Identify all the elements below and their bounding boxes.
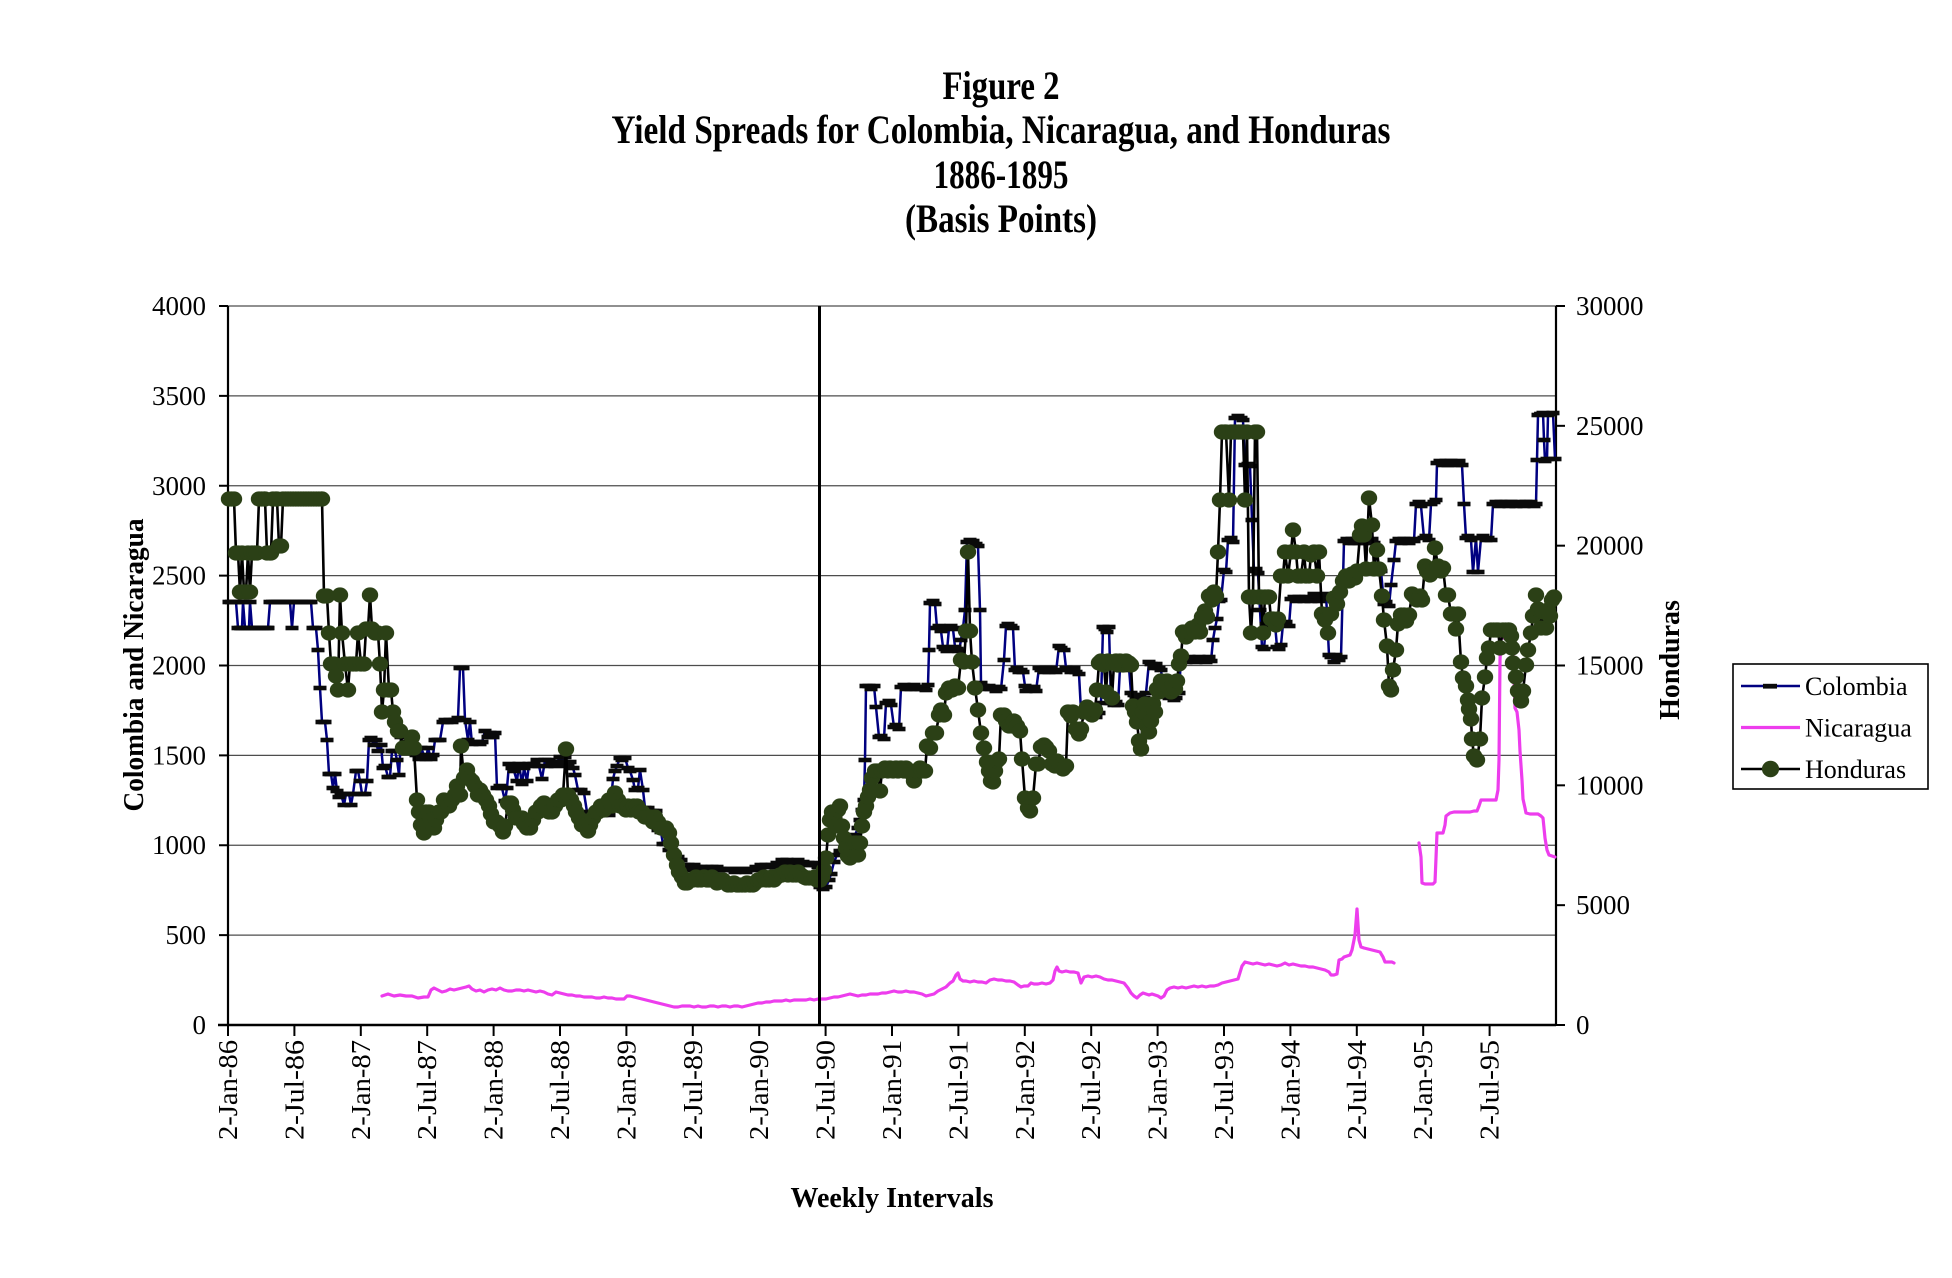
svg-text:2-Jul-91: 2-Jul-91 [943,1040,973,1140]
svg-text:0: 0 [193,1010,207,1040]
svg-text:Figure 2: Figure 2 [943,63,1060,108]
svg-text:2-Jul-92: 2-Jul-92 [1076,1040,1106,1140]
svg-text:500: 500 [166,920,207,950]
svg-text:30000: 30000 [1576,291,1644,321]
svg-text:3500: 3500 [152,381,206,411]
svg-text:1000: 1000 [152,830,206,860]
svg-text:2-Jul-94: 2-Jul-94 [1342,1039,1372,1140]
svg-text:Colombia and Nicaragua: Colombia and Nicaragua [119,519,150,812]
svg-text:Honduras: Honduras [1805,755,1906,784]
svg-text:2-Jan-95: 2-Jan-95 [1408,1040,1438,1140]
svg-text:2-Jan-91: 2-Jan-91 [877,1040,907,1140]
svg-text:2-Jan-93: 2-Jan-93 [1143,1040,1173,1140]
svg-text:2-Jan-88: 2-Jan-88 [479,1040,509,1140]
svg-text:4000: 4000 [152,291,206,321]
svg-text:2-Jan-89: 2-Jan-89 [611,1040,641,1140]
svg-text:2-Jan-87: 2-Jan-87 [346,1040,376,1140]
svg-text:3000: 3000 [152,471,206,501]
svg-text:2-Jul-88: 2-Jul-88 [545,1040,575,1140]
svg-text:5000: 5000 [1576,890,1630,920]
svg-text:15000: 15000 [1576,651,1644,681]
svg-text:25000: 25000 [1576,411,1644,441]
svg-text:2-Jan-94: 2-Jan-94 [1275,1039,1305,1140]
svg-text:2-Jan-92: 2-Jan-92 [1010,1040,1040,1140]
svg-text:Honduras: Honduras [1655,600,1686,720]
svg-text:(Basis Points): (Basis Points) [905,196,1097,241]
svg-text:2-Jul-95: 2-Jul-95 [1475,1040,1505,1140]
svg-text:2-Jan-86: 2-Jan-86 [213,1040,243,1140]
svg-text:Nicaragua: Nicaragua [1805,714,1912,743]
svg-text:2-Jul-89: 2-Jul-89 [678,1040,708,1140]
svg-text:2-Jul-87: 2-Jul-87 [412,1040,442,1140]
svg-text:2-Jul-90: 2-Jul-90 [811,1040,841,1140]
svg-text:2-Jul-86: 2-Jul-86 [279,1040,309,1140]
svg-text:Colombia: Colombia [1805,672,1908,701]
svg-text:2-Jul-93: 2-Jul-93 [1209,1040,1239,1140]
svg-text:Yield Spreads for Colombia, Ni: Yield Spreads for Colombia, Nicaragua, a… [612,107,1391,152]
svg-text:10000: 10000 [1576,770,1644,800]
svg-text:2-Jan-90: 2-Jan-90 [744,1040,774,1140]
svg-text:2000: 2000 [152,651,206,681]
svg-text:20000: 20000 [1576,531,1644,561]
svg-text:2500: 2500 [152,561,206,591]
svg-text:0: 0 [1576,1010,1590,1040]
svg-text:1886-1895: 1886-1895 [934,152,1069,197]
svg-text:1500: 1500 [152,740,206,770]
svg-text:Weekly Intervals: Weekly Intervals [791,1183,994,1214]
